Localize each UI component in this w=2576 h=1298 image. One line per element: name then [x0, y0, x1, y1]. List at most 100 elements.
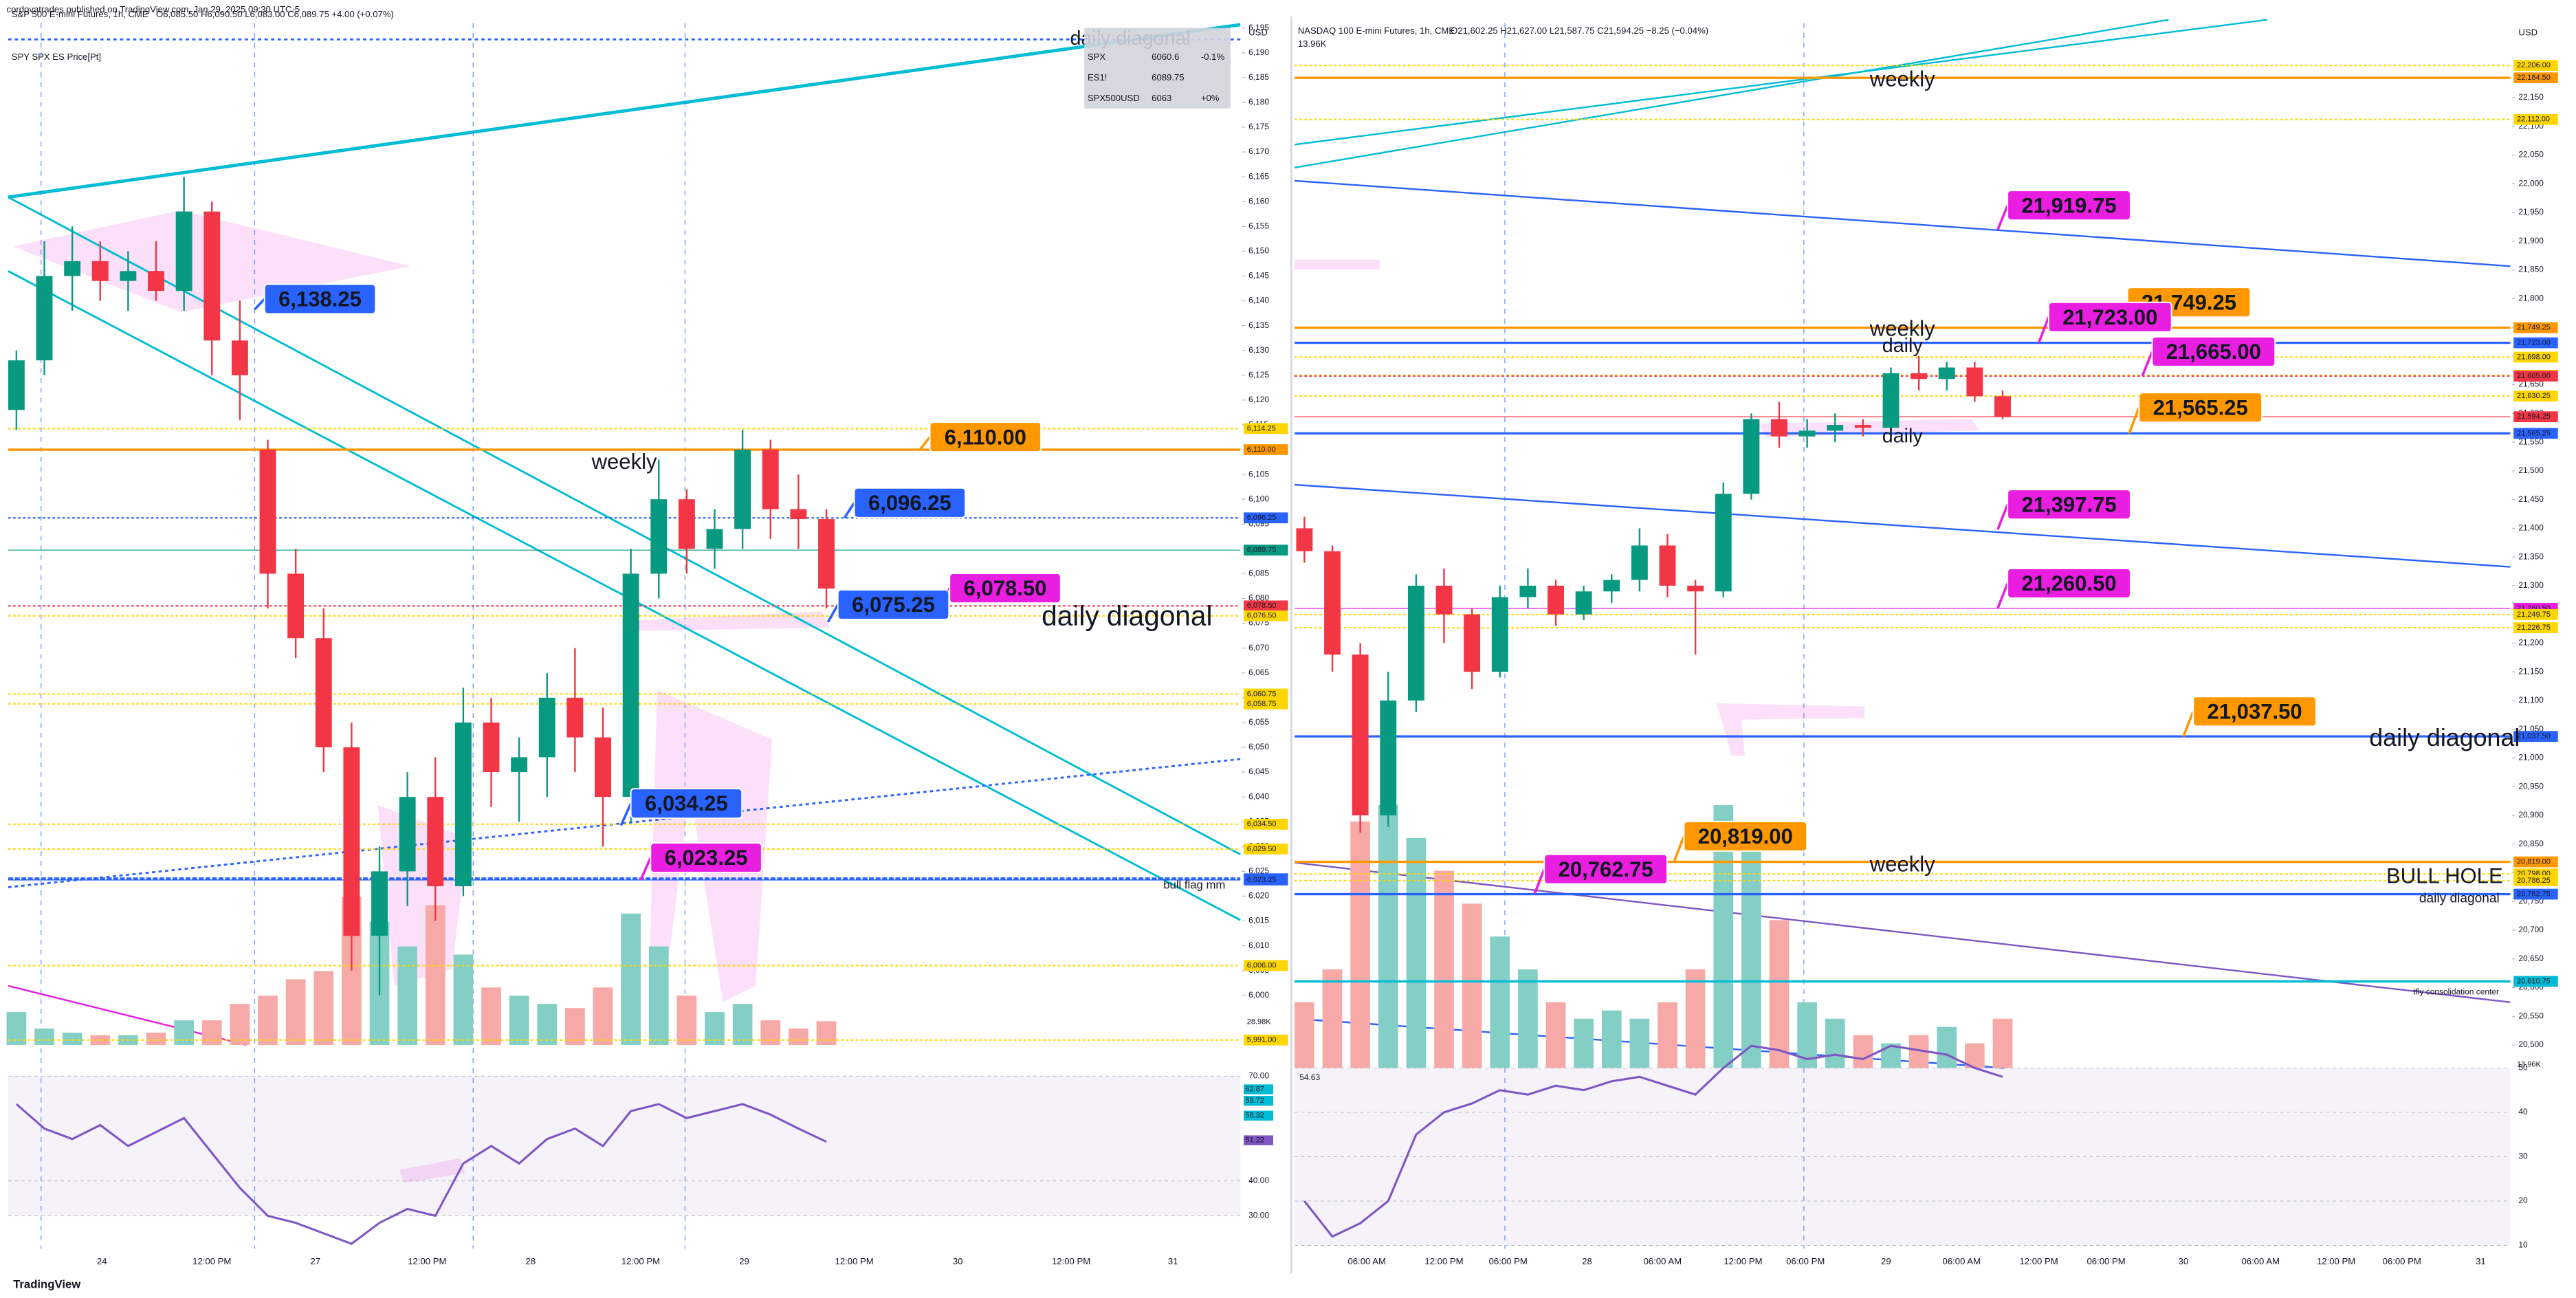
- price-tag-label: 20,786.25: [2517, 877, 2551, 885]
- callout-box: [2007, 567, 2131, 599]
- volume-tag: 13.96K: [2517, 1061, 2541, 1069]
- volume-bar: [62, 1033, 82, 1045]
- volume-bar: [1518, 969, 1538, 1068]
- subtitle: SPY SPX ES Price[Pt]: [12, 52, 101, 62]
- price-tag-label: 6,089.75: [1247, 546, 1277, 554]
- volume-bar: [285, 979, 306, 1045]
- price-tag: [1243, 960, 1288, 971]
- price-tag: [1243, 600, 1288, 612]
- price-tag: [2513, 411, 2558, 423]
- candle-body: [1631, 545, 1648, 580]
- y-tick-label: 6,125: [1248, 370, 1269, 380]
- candle-body: [1603, 580, 1620, 592]
- publisher: cordovatrades published on TradingView.c…: [7, 4, 300, 14]
- y-tick-label: 21,000: [2518, 753, 2544, 762]
- price-tag-label: 20,610.75: [2517, 977, 2551, 985]
- candle-body: [1854, 425, 1871, 428]
- x-tick-label: 06:00 PM: [1786, 1256, 1825, 1266]
- price-tag: [2513, 731, 2558, 742]
- callout-pointer: [1996, 205, 2009, 230]
- y-tick-label: 20,500: [2518, 1040, 2544, 1049]
- ohlc: O6,085.50 H6,090.50 L6,083.00 C6,089.75 …: [156, 9, 394, 19]
- y-tick-label: 6,105: [1248, 469, 1269, 478]
- y-tick-label: 21,800: [2518, 293, 2544, 302]
- candle-body: [1798, 430, 1816, 437]
- candle-body: [1827, 425, 1844, 431]
- volume-bar: [230, 1004, 250, 1045]
- rsi-tag-label: 51.22: [1245, 1136, 1264, 1144]
- callout-box: [929, 421, 1042, 453]
- y-tick-label: 6,055: [1248, 717, 1269, 727]
- candle-body: [622, 573, 639, 798]
- y-tick-label: 6,165: [1248, 171, 1269, 181]
- volume-bar: [1937, 1026, 1957, 1068]
- callout-pointer: [2128, 407, 2141, 434]
- rsi-tick-label: 70.00: [1248, 1071, 1269, 1081]
- candle-body: [1715, 494, 1732, 592]
- y-tick-label: 6,020: [1248, 891, 1269, 901]
- candle-body: [1324, 551, 1341, 655]
- x-tick-label: 12:00 PM: [835, 1256, 874, 1266]
- price-tag: [2513, 337, 2558, 349]
- y-tick-label: 6,185: [1248, 72, 1269, 82]
- y-tick-label: 6,070: [1248, 643, 1269, 652]
- callout-pointer: [826, 604, 839, 623]
- x-tick-label: 06:00 PM: [2087, 1256, 2125, 1266]
- price-tag-label: 21,723.00: [2517, 339, 2551, 347]
- callout-box: [2007, 190, 2131, 221]
- note: daily: [1882, 335, 1924, 357]
- callout-pointer: [1996, 504, 2009, 530]
- price-tag: [1243, 818, 1288, 830]
- rsi-tag: [1243, 1084, 1273, 1094]
- x-tick-label: 06:00 AM: [1644, 1256, 1682, 1266]
- price-tag: [2513, 322, 2558, 333]
- rsi-tick-label: 50: [2518, 1063, 2528, 1072]
- rsi-tick-label: 20: [2518, 1196, 2528, 1205]
- callout-box: [1683, 820, 1808, 852]
- candle-body: [1911, 373, 1928, 380]
- price-tag-label: 22,206.00: [2517, 61, 2551, 69]
- candle-body: [1994, 396, 2011, 417]
- y-tick-label: 6,145: [1248, 271, 1269, 280]
- candle-body: [175, 211, 192, 292]
- price-tag: [2513, 875, 2558, 886]
- candle-body: [1966, 367, 1983, 397]
- table-cell: ES1!: [1088, 72, 1107, 82]
- price-tag-label: 6,096.25: [1247, 514, 1277, 522]
- candle-body: [454, 722, 472, 887]
- note: daily diagonal: [2369, 724, 2520, 751]
- candle-body: [1296, 528, 1313, 551]
- callout-pointer: [1533, 868, 1545, 895]
- table-cell: 6060.6: [1152, 52, 1179, 62]
- volume-bar: [425, 905, 445, 1045]
- candle-body: [511, 757, 528, 773]
- rsi-tag: [1243, 1135, 1273, 1145]
- table-cell: SPX500USD: [1088, 93, 1140, 103]
- volume-bar: [1685, 969, 1706, 1068]
- symbol-table: [1084, 28, 1231, 109]
- x-tick-label: 06:00 AM: [2241, 1256, 2279, 1266]
- volume-bar: [1601, 1010, 1622, 1068]
- callout-box: [2192, 696, 2317, 727]
- callout-label: 21,397.75: [2021, 492, 2116, 516]
- volume-bar: [1434, 870, 1454, 1068]
- candle-body: [483, 722, 500, 773]
- y-tick-label: 20,700: [2518, 925, 2544, 934]
- note: daily diagonal: [1042, 600, 1212, 631]
- candle-body: [1882, 373, 1900, 428]
- price-tag-label: 20,762.75: [2517, 890, 2551, 898]
- callout-label: 6,110.00: [945, 425, 1026, 449]
- price-tag-label: 6,114.25: [1247, 424, 1276, 432]
- price-tag-label: 6,023.25: [1247, 876, 1277, 884]
- volume-bar: [621, 913, 641, 1045]
- x-tick-label: 12:00 PM: [1724, 1256, 1762, 1266]
- candle-body: [595, 737, 611, 798]
- candle-body: [1548, 585, 1564, 615]
- candle-body: [259, 450, 276, 574]
- y-tick-label: 21,100: [2518, 695, 2544, 705]
- y-tick-label: 6,130: [1248, 345, 1269, 355]
- volume-bar: [1295, 1002, 1314, 1068]
- callout-pointer: [2037, 316, 2050, 344]
- y-tick-label: 20,950: [2518, 781, 2544, 791]
- x-tick-label: 12:00 PM: [1052, 1256, 1090, 1266]
